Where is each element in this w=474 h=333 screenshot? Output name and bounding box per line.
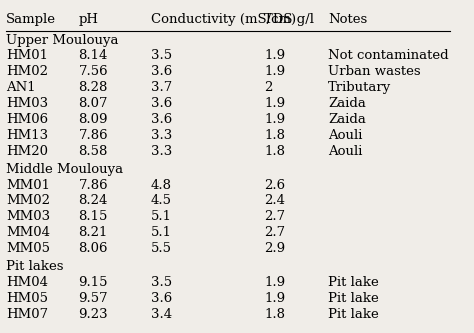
Text: Aouli: Aouli xyxy=(328,145,362,158)
Text: Upper Moulouya: Upper Moulouya xyxy=(6,34,118,47)
Text: 2.6: 2.6 xyxy=(264,178,285,191)
Text: 7.56: 7.56 xyxy=(79,65,108,78)
Text: HM07: HM07 xyxy=(6,308,48,321)
Text: HM06: HM06 xyxy=(6,113,48,126)
Text: 7.86: 7.86 xyxy=(79,178,108,191)
Text: 8.24: 8.24 xyxy=(79,194,108,207)
Text: 3.5: 3.5 xyxy=(151,49,172,62)
Text: 8.06: 8.06 xyxy=(79,242,108,255)
Text: 5.1: 5.1 xyxy=(151,210,172,223)
Text: MM03: MM03 xyxy=(6,210,50,223)
Text: AN1: AN1 xyxy=(6,81,36,94)
Text: HM01: HM01 xyxy=(6,49,48,62)
Text: 4.8: 4.8 xyxy=(151,178,172,191)
Text: 8.21: 8.21 xyxy=(79,226,108,239)
Text: MM04: MM04 xyxy=(6,226,50,239)
Text: 7.86: 7.86 xyxy=(79,129,108,142)
Text: MM01: MM01 xyxy=(6,178,50,191)
Text: 1.9: 1.9 xyxy=(264,97,285,110)
Text: 1.8: 1.8 xyxy=(264,129,285,142)
Text: 2.9: 2.9 xyxy=(264,242,285,255)
Text: Zaida: Zaida xyxy=(328,113,366,126)
Text: 5.1: 5.1 xyxy=(151,226,172,239)
Text: 3.6: 3.6 xyxy=(151,65,172,78)
Text: 8.28: 8.28 xyxy=(79,81,108,94)
Text: 1.8: 1.8 xyxy=(264,145,285,158)
Text: 1.9: 1.9 xyxy=(264,113,285,126)
Text: Tributary: Tributary xyxy=(328,81,391,94)
Text: 3.6: 3.6 xyxy=(151,97,172,110)
Text: Pit lake: Pit lake xyxy=(328,292,379,305)
Text: HM05: HM05 xyxy=(6,292,48,305)
Text: 1.9: 1.9 xyxy=(264,65,285,78)
Text: 9.15: 9.15 xyxy=(79,276,108,289)
Text: 5.5: 5.5 xyxy=(151,242,172,255)
Text: Aouli: Aouli xyxy=(328,129,362,142)
Text: 9.23: 9.23 xyxy=(79,308,108,321)
Text: 3.3: 3.3 xyxy=(151,145,172,158)
Text: HM03: HM03 xyxy=(6,97,48,110)
Text: 3.5: 3.5 xyxy=(151,276,172,289)
Text: Middle Moulouya: Middle Moulouya xyxy=(6,163,123,176)
Text: HM13: HM13 xyxy=(6,129,48,142)
Text: 8.09: 8.09 xyxy=(79,113,108,126)
Text: MM05: MM05 xyxy=(6,242,50,255)
Text: Sample: Sample xyxy=(6,13,56,26)
Text: 3.3: 3.3 xyxy=(151,129,172,142)
Text: Pit lake: Pit lake xyxy=(328,308,379,321)
Text: 1.8: 1.8 xyxy=(264,308,285,321)
Text: 9.57: 9.57 xyxy=(79,292,108,305)
Text: 2: 2 xyxy=(264,81,273,94)
Text: Conductivity (mS/cm): Conductivity (mS/cm) xyxy=(151,13,296,26)
Text: Pit lake: Pit lake xyxy=(328,276,379,289)
Text: Urban wastes: Urban wastes xyxy=(328,65,420,78)
Text: 8.14: 8.14 xyxy=(79,49,108,62)
Text: HM04: HM04 xyxy=(6,276,48,289)
Text: 2.7: 2.7 xyxy=(264,226,285,239)
Text: Not contaminated: Not contaminated xyxy=(328,49,448,62)
Text: 8.58: 8.58 xyxy=(79,145,108,158)
Text: pH: pH xyxy=(79,13,99,26)
Text: 8.07: 8.07 xyxy=(79,97,108,110)
Text: Notes: Notes xyxy=(328,13,367,26)
Text: 1.9: 1.9 xyxy=(264,276,285,289)
Text: HM20: HM20 xyxy=(6,145,48,158)
Text: 2.7: 2.7 xyxy=(264,210,285,223)
Text: 3.6: 3.6 xyxy=(151,292,172,305)
Text: 1.9: 1.9 xyxy=(264,49,285,62)
Text: 3.4: 3.4 xyxy=(151,308,172,321)
Text: 1.9: 1.9 xyxy=(264,292,285,305)
Text: Pit lakes: Pit lakes xyxy=(6,260,64,273)
Text: 3.7: 3.7 xyxy=(151,81,172,94)
Text: Zaida: Zaida xyxy=(328,97,366,110)
Text: 8.15: 8.15 xyxy=(79,210,108,223)
Text: HM02: HM02 xyxy=(6,65,48,78)
Text: TDS g/l: TDS g/l xyxy=(264,13,314,26)
Text: 2.4: 2.4 xyxy=(264,194,285,207)
Text: 4.5: 4.5 xyxy=(151,194,172,207)
Text: MM02: MM02 xyxy=(6,194,50,207)
Text: 3.6: 3.6 xyxy=(151,113,172,126)
